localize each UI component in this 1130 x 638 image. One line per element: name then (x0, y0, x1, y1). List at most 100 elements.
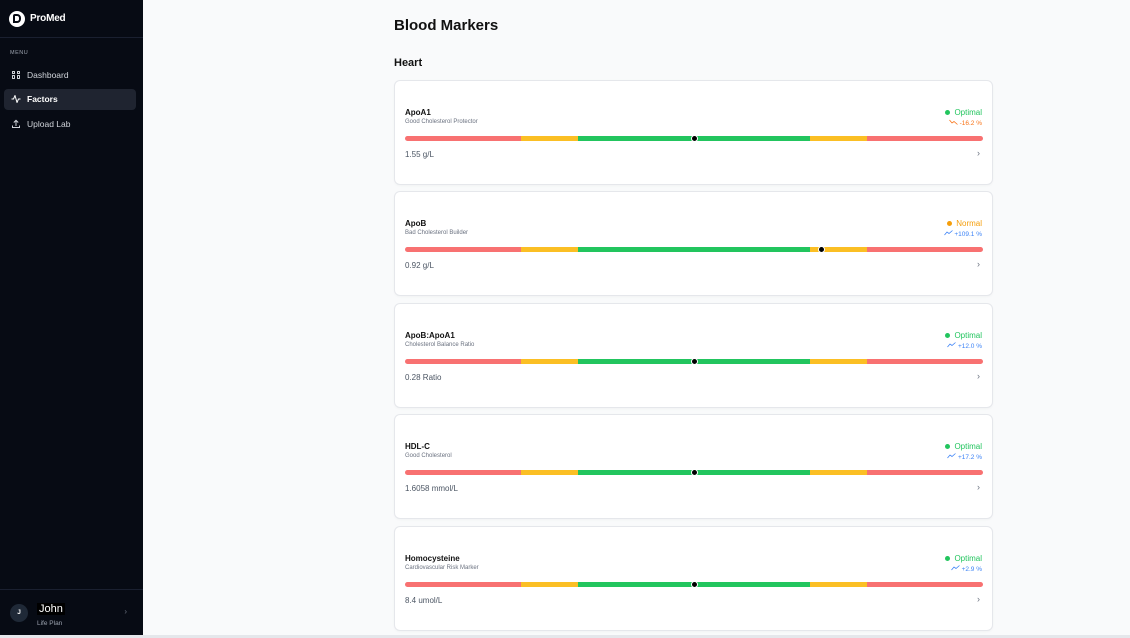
marker-description: Cardiovascular Risk Marker (405, 565, 479, 571)
trend-indicator: +2.9 % (950, 565, 982, 573)
user-profile[interactable]: J John Life Plan › (0, 589, 143, 635)
sidebar: ProMed MENU Dashboard Factors Upload Lab… (0, 0, 143, 635)
trend-up-icon (943, 230, 953, 238)
trend-indicator: +12.0 % (947, 342, 982, 350)
chevron-right-icon[interactable]: › (977, 594, 980, 604)
trend-indicator: +17.2 % (947, 453, 982, 461)
user-name: John (37, 602, 65, 615)
range-bar (405, 247, 983, 252)
range-segment-high-normal (809, 247, 868, 252)
range-segment-optimal (578, 247, 810, 252)
marker-card-apoa1[interactable]: ApoA1 Good Cholesterol Protector Optimal… (394, 80, 993, 185)
bottom-edge (0, 635, 1130, 638)
trend-value: +17.2 % (957, 454, 982, 461)
range-marker (690, 469, 698, 476)
marker-value: 0.92 g/L (405, 261, 434, 270)
range-segment-high-risk (867, 136, 983, 141)
range-segment-high-risk (867, 470, 983, 475)
sidebar-nav: Dashboard Factors Upload Lab (0, 64, 143, 134)
marker-card-apob[interactable]: ApoB Bad Cholesterol Builder Normal +109… (394, 191, 993, 296)
trend-up-icon (947, 342, 956, 350)
trend-up-icon (947, 453, 956, 461)
trend-up-icon (950, 565, 960, 573)
marker-description: Good Cholesterol (405, 453, 452, 459)
menu-label: MENU (10, 50, 29, 56)
status-dot-icon (945, 333, 951, 338)
status-dot-icon (947, 221, 953, 226)
status-badge: Normal (947, 219, 982, 228)
grid-icon (11, 70, 21, 80)
trend-value: +2.9 % (961, 566, 982, 573)
trend-indicator: +109.1 % (943, 230, 982, 238)
sidebar-item-dashboard[interactable]: Dashboard (4, 64, 136, 85)
trend-down-icon (948, 119, 958, 127)
main-content: Blood Markers Heart ApoA1 Good Cholester… (143, 0, 1130, 638)
marker-value: 1.55 g/L (405, 150, 434, 159)
user-plan: Life Plan (37, 619, 63, 627)
status-badge: Optimal (945, 331, 982, 340)
status-label: Optimal (954, 331, 982, 340)
range-segment-high-risk (867, 247, 983, 252)
marker-value: 8.4 umol/L (405, 596, 443, 605)
upload-icon (11, 119, 21, 129)
status-dot-icon (945, 110, 951, 115)
chevron-right-icon[interactable]: › (977, 482, 980, 492)
marker-value: 0.28 Ratio (405, 373, 442, 382)
status-badge: Optimal (945, 108, 982, 117)
sidebar-item-label: Upload Lab (27, 118, 71, 129)
marker-value: 1.6058 mmol/L (405, 484, 458, 493)
range-segment-low-risk (405, 470, 521, 475)
range-segment-high-normal (809, 470, 868, 475)
range-segment-low-risk (405, 359, 521, 364)
range-segment-high-normal (809, 582, 868, 587)
range-segment-low-risk (405, 247, 521, 252)
range-segment-high-normal (809, 136, 868, 141)
range-segment-low-normal (520, 247, 579, 252)
range-segment-low-normal (520, 136, 579, 141)
status-dot-icon (945, 556, 951, 561)
status-label: Normal (956, 219, 982, 228)
status-label: Optimal (954, 554, 982, 563)
trend-value: +109.1 % (954, 231, 982, 238)
chevron-right-icon[interactable]: › (977, 259, 980, 269)
status-dot-icon (945, 444, 951, 449)
sidebar-item-label: Factors (27, 94, 58, 104)
sidebar-item-factors[interactable]: Factors (4, 88, 136, 110)
range-marker (690, 581, 698, 588)
chevron-right-icon[interactable]: › (977, 371, 980, 381)
trend-value: -16.2 % (959, 120, 982, 127)
marker-description: Cholesterol Balance Ratio (405, 342, 475, 348)
status-label: Optimal (954, 442, 982, 451)
avatar: J (10, 603, 28, 622)
sidebar-item-upload-lab[interactable]: Upload Lab (4, 113, 136, 134)
range-segment-low-risk (405, 582, 521, 587)
marker-name: ApoB:ApoA1 (405, 331, 455, 340)
status-badge: Optimal (945, 442, 982, 451)
range-segment-low-risk (405, 136, 521, 141)
marker-card-apob-apoa1[interactable]: ApoB:ApoA1 Cholesterol Balance Ratio Opt… (394, 303, 993, 408)
range-segment-low-normal (520, 582, 579, 587)
range-marker (817, 246, 825, 253)
marker-description: Bad Cholesterol Builder (405, 230, 469, 236)
range-marker (690, 135, 698, 142)
promed-logo-icon (9, 10, 25, 27)
status-badge: Optimal (945, 554, 982, 563)
marker-description: Good Cholesterol Protector (405, 119, 478, 125)
chevron-right-icon[interactable]: › (977, 148, 980, 158)
marker-card-homocysteine[interactable]: Homocysteine Cardiovascular Risk Marker … (394, 526, 993, 631)
marker-name: Homocysteine (405, 554, 460, 563)
range-segment-low-normal (520, 359, 579, 364)
range-marker (690, 358, 698, 365)
marker-name: ApoB (405, 219, 427, 228)
sidebar-item-label: Dashboard (27, 69, 69, 80)
brand-name: ProMed (30, 13, 66, 24)
trend-indicator: -16.2 % (948, 119, 982, 127)
section-title: Heart (394, 57, 423, 69)
range-segment-high-risk (867, 359, 983, 364)
brand[interactable]: ProMed (0, 0, 143, 38)
marker-card-hdl-c[interactable]: HDL-C Good Cholesterol Optimal +17.2 % 1… (394, 414, 993, 519)
marker-name: HDL-C (405, 442, 430, 451)
marker-name: ApoA1 (405, 108, 431, 117)
status-label: Optimal (954, 108, 982, 117)
range-segment-high-risk (867, 582, 983, 587)
